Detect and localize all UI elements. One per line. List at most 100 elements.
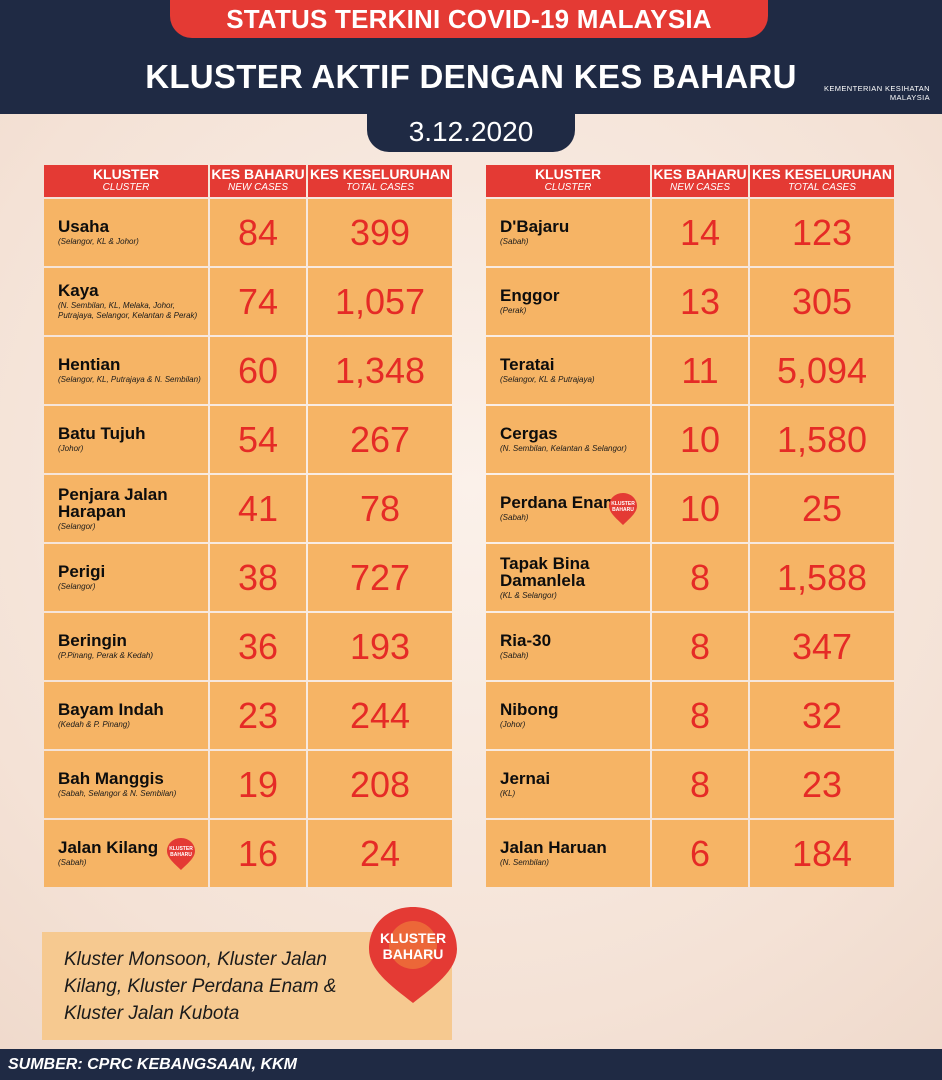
table-row: Enggor (Perak) 13 305 [486, 268, 894, 335]
table-row: Jalan Kilang (Sabah) KLUSTER BAHARU 16 24 [44, 820, 452, 887]
col-cluster-header: KLUSTER CLUSTER [44, 165, 208, 197]
cluster-name: Perigi [58, 562, 106, 581]
cluster-cell: Beringin (P.Pinang, Perak & Kedah) [44, 613, 208, 680]
total-cases-cell: 5,094 [750, 337, 894, 404]
total-cases-cell: 208 [308, 751, 452, 818]
new-cases-cell: 60 [210, 337, 306, 404]
col-cluster-header: KLUSTER CLUSTER [486, 165, 650, 197]
table-row: Ria-30 (Sabah) 8 347 [486, 613, 894, 680]
cluster-name: Kaya [58, 281, 99, 300]
col-new-sub: NEW CASES [669, 182, 730, 193]
cluster-name: Usaha [58, 217, 110, 236]
cluster-location: (Sabah) [500, 237, 529, 246]
cluster-cell: Jernai (KL) [486, 751, 650, 818]
col-new-header: KES BAHARU NEW CASES [210, 165, 306, 197]
cluster-name: Jernai [500, 769, 551, 788]
col-total-sub: TOTAL CASES [346, 182, 414, 193]
col-new-sub: NEW CASES [227, 182, 288, 193]
table-row: Kaya (N. Sembilan, KL, Melaka, Johor, Put… [44, 268, 452, 335]
right-cluster-table: KLUSTER CLUSTER KES BAHARU NEW CASES KES K… [484, 163, 896, 889]
total-cases-cell: 1,588 [750, 544, 894, 611]
table-row: Penjara Jalan Harapan (Selangor) 41 78 [44, 475, 452, 542]
cluster-cell: Batu Tujuh (Johor) [44, 406, 208, 473]
col-total-label: KES KESELURUHAN [309, 166, 450, 182]
cluster-cell: Jalan Haruan (N. Sembilan) [486, 820, 650, 887]
ministry-line1: KEMENTERIAN KESIHATAN [823, 84, 930, 93]
table-row: D'Bajaru (Sabah) 14 123 [486, 199, 894, 266]
cluster-name: Ria-30 [500, 631, 552, 650]
cluster-cell: Teratai (Selangor, KL & Putrajaya) [486, 337, 650, 404]
total-cases-cell: 78 [308, 475, 452, 542]
new-cases-cell: 10 [652, 475, 748, 542]
cluster-cell: Tapak Bina Damanlela (KL & Selangor) [486, 544, 650, 611]
col-total-label: KES KESELURUHAN [751, 166, 892, 182]
new-cases-cell: 8 [652, 544, 748, 611]
page-title: KLUSTER AKTIF DENGAN KES BAHARU [145, 58, 797, 95]
col-new-label: KES BAHARU [211, 166, 305, 182]
total-cases-cell: 305 [750, 268, 894, 335]
cluster-name: Bayam Indah [58, 700, 164, 719]
cluster-location: (Selangor, KL, Putrajaya & N. Sembilan) [58, 375, 201, 384]
total-cases-cell: 23 [750, 751, 894, 818]
table-row: Tapak Bina Damanlela (KL & Selangor) 8 1,58… [486, 544, 894, 611]
cluster-location: (N. Sembilan, KL, Melaka, Johor, Putraja… [58, 301, 198, 320]
map-pin-icon: KLUSTER BAHARU [369, 907, 457, 1003]
cluster-name: Beringin [58, 631, 127, 650]
col-total-header: KES KESELURUHAN TOTAL CASES [308, 165, 452, 197]
cluster-cell: Perdana Enam (Sabah) KLUSTER BAHARU [486, 475, 650, 542]
cluster-location: (Selangor, KL & Johor) [58, 237, 139, 246]
cluster-location: (N. Sembilan, Kelantan & Selangor) [500, 444, 627, 453]
cluster-cell: Bayam Indah (Kedah & P. Pinang) [44, 682, 208, 749]
ministry-label: KEMENTERIAN KESIHATAN MALAYSIA [800, 84, 930, 102]
cluster-cell: Ria-30 (Sabah) [486, 613, 650, 680]
table-row: Perdana Enam (Sabah) KLUSTER BAHARU 10 25 [486, 475, 894, 542]
new-cases-cell: 10 [652, 406, 748, 473]
table-row: Batu Tujuh (Johor) 54 267 [44, 406, 452, 473]
cluster-location: (Perak) [500, 306, 527, 315]
total-cases-cell: 1,057 [308, 268, 452, 335]
badge-line1: KLUSTER [169, 846, 193, 852]
cluster-name: Penjara Jalan Harapan [58, 484, 168, 521]
cluster-name: D'Bajaru [500, 217, 570, 236]
total-cases-cell: 25 [750, 475, 894, 542]
date-badge: 3.12.2020 [367, 112, 575, 152]
table-row: Usaha (Selangor, KL & Johor) 84 399 [44, 199, 452, 266]
cluster-location: (Johor) [500, 720, 526, 729]
total-cases-cell: 244 [308, 682, 452, 749]
cluster-location: (N. Sembilan) [500, 858, 549, 867]
total-cases-cell: 24 [308, 820, 452, 887]
cluster-cell: Hentian (Selangor, KL, Putrajaya & N. Sem… [44, 337, 208, 404]
cluster-name: Bah Manggis [58, 769, 164, 788]
badge-line2: BAHARU [170, 852, 192, 858]
table-row: Bah Manggis (Sabah, Selangor & N. Sembila… [44, 751, 452, 818]
cluster-location: (Selangor, KL & Putrajaya) [500, 375, 595, 384]
cluster-cell: Penjara Jalan Harapan (Selangor) [44, 475, 208, 542]
cluster-location: (Selangor) [58, 521, 96, 531]
badge-line2: BAHARU [383, 946, 444, 962]
cluster-name: Nibong [500, 700, 559, 719]
new-cases-cell: 19 [210, 751, 306, 818]
badge-line1: KLUSTER [380, 930, 446, 946]
cluster-cell: Nibong (Johor) [486, 682, 650, 749]
cluster-location: (P.Pinang, Perak & Kedah) [58, 651, 154, 660]
total-cases-cell: 347 [750, 613, 894, 680]
cluster-cell: Jalan Kilang (Sabah) KLUSTER BAHARU [44, 820, 208, 887]
total-cases-cell: 267 [308, 406, 452, 473]
table-row: Perigi (Selangor) 38 727 [44, 544, 452, 611]
note-text: Kluster Monsoon, Kluster Jalan Kilang, K… [64, 949, 337, 1024]
table-row: Hentian (Selangor, KL, Putrajaya & N. Sem… [44, 337, 452, 404]
source-footer: SUMBER: CPRC KEBANGSAAN, KKM [0, 1049, 942, 1080]
cluster-cell: Kaya (N. Sembilan, KL, Melaka, Johor, Put… [44, 268, 208, 335]
cluster-name: Tapak Bina Damanlela [500, 553, 590, 590]
table-row: Bayam Indah (Kedah & P. Pinang) 23 244 [44, 682, 452, 749]
total-cases-cell: 1,348 [308, 337, 452, 404]
table-row: Teratai (Selangor, KL & Putrajaya) 11 5,094 [486, 337, 894, 404]
col-cluster-sub: CLUSTER [102, 182, 150, 193]
new-cases-cell: 36 [210, 613, 306, 680]
new-cases-cell: 74 [210, 268, 306, 335]
cluster-name: Hentian [58, 355, 121, 374]
new-cases-cell: 14 [652, 199, 748, 266]
cluster-name: Jalan Kilang [58, 838, 159, 857]
cluster-name: Cergas [500, 424, 558, 443]
table-row: Jernai (KL) 8 23 [486, 751, 894, 818]
